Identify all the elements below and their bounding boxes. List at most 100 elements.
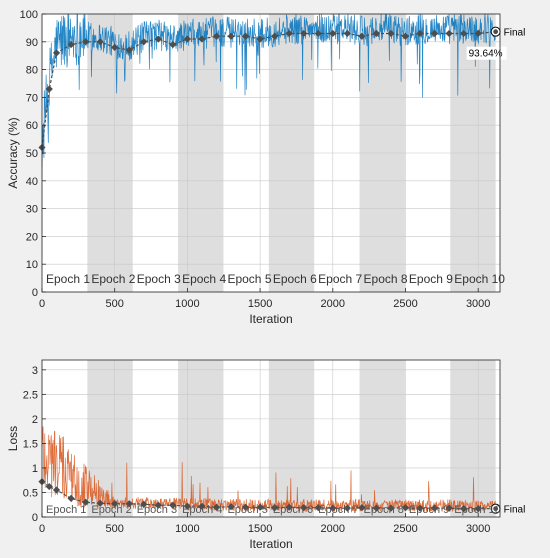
data-point xyxy=(45,482,53,491)
epoch-label: Epoch 9 xyxy=(409,272,453,286)
data-point xyxy=(343,504,351,512)
epoch-label: Epoch 4 xyxy=(182,504,222,516)
data-point xyxy=(241,503,250,511)
data-point xyxy=(227,32,235,40)
data-point xyxy=(329,504,337,512)
epoch-shade xyxy=(178,360,224,517)
x-tick-label: 1500 xyxy=(248,523,272,535)
data-point xyxy=(387,29,395,38)
epoch-shade xyxy=(87,360,133,517)
data-point xyxy=(271,504,279,512)
data-point xyxy=(183,35,191,43)
data-point xyxy=(387,504,395,512)
data-point xyxy=(300,504,308,512)
data-point xyxy=(212,32,221,40)
loss-panel: Final Epoch 1 Epoch 2 Epoch 3 Epoch 4 Epoch 5… xyxy=(6,359,526,551)
x-tick-label: 1500 xyxy=(248,298,272,310)
data-point xyxy=(125,500,133,508)
epoch-label: Epoch 6 xyxy=(273,272,317,286)
data-point xyxy=(67,494,75,502)
data-point xyxy=(52,49,61,57)
data-point xyxy=(96,38,104,46)
y-tick-label: 50 xyxy=(26,148,38,160)
data-point xyxy=(241,32,250,40)
data-point xyxy=(285,503,293,511)
data-point xyxy=(256,503,264,511)
data-point xyxy=(358,504,366,512)
data-point xyxy=(227,503,235,511)
epoch-label: Epoch 10 xyxy=(454,272,505,286)
data-point xyxy=(314,504,322,512)
x-axis-label: Iteration xyxy=(249,537,292,551)
data-point xyxy=(111,500,119,508)
epoch-shade xyxy=(359,360,405,517)
epoch-label: Epoch 9 xyxy=(409,504,449,516)
epoch-label: Epoch 10 xyxy=(454,504,500,516)
final-label: Final xyxy=(504,28,526,39)
y-tick-label: 70 xyxy=(26,92,38,104)
x-tick-label: 2000 xyxy=(321,298,345,310)
data-point xyxy=(300,29,308,38)
final-label: Final xyxy=(504,505,526,516)
data-point xyxy=(285,29,293,38)
final-point-dot xyxy=(493,506,499,512)
data-point xyxy=(82,498,90,506)
y-tick-label: 1 xyxy=(32,463,38,475)
data-point xyxy=(183,502,191,510)
data-point xyxy=(329,29,337,38)
data-point xyxy=(45,85,53,93)
y-tick-label: 90 xyxy=(26,37,38,49)
epoch-label: Epoch 8 xyxy=(364,272,408,286)
smoothed-series-line xyxy=(41,31,496,148)
data-point xyxy=(140,500,148,508)
x-tick-label: 2500 xyxy=(393,523,417,535)
x-tick-label: 2500 xyxy=(393,298,417,310)
data-point xyxy=(401,32,410,40)
data-point xyxy=(460,29,468,38)
data-point xyxy=(372,504,381,512)
x-tick-label: 2000 xyxy=(321,523,345,535)
data-point xyxy=(314,29,322,38)
final-point-dot xyxy=(493,29,499,35)
y-tick-label: 100 xyxy=(20,9,38,21)
epoch-label: Epoch 7 xyxy=(318,504,358,516)
y-tick-label: 1.5 xyxy=(23,438,38,450)
x-tick-label: 3000 xyxy=(466,523,490,535)
x-tick-label: 3000 xyxy=(466,298,490,310)
x-tick-label: 0 xyxy=(39,298,45,310)
epoch-label: Epoch 7 xyxy=(318,272,362,286)
x-tick-label: 0 xyxy=(39,523,45,535)
epoch-label: Epoch 8 xyxy=(364,504,404,516)
epoch-label: Epoch 3 xyxy=(137,504,177,516)
x-tick-label: 1000 xyxy=(175,523,199,535)
y-tick-label: 0 xyxy=(32,287,38,299)
final-value-label: 93.64% xyxy=(469,49,503,60)
data-point xyxy=(52,486,61,494)
data-point xyxy=(198,35,206,43)
y-tick-label: 60 xyxy=(26,120,38,132)
data-point xyxy=(430,504,439,512)
data-point xyxy=(140,38,148,46)
y-tick-label: 0.5 xyxy=(23,487,38,499)
data-point xyxy=(212,503,221,511)
data-point xyxy=(154,35,162,43)
epoch-label: Epoch 3 xyxy=(137,272,181,286)
x-tick-label: 1000 xyxy=(175,298,199,310)
y-tick-label: 2.5 xyxy=(23,389,38,401)
data-point xyxy=(343,29,351,38)
x-tick-label: 500 xyxy=(106,298,124,310)
data-point xyxy=(401,504,410,512)
data-point xyxy=(445,29,453,38)
y-axis-label: Accuracy (%) xyxy=(6,117,20,188)
data-point xyxy=(67,40,75,49)
data-point xyxy=(169,501,177,509)
data-point xyxy=(358,32,366,40)
data-point xyxy=(111,43,119,51)
data-point xyxy=(198,502,206,510)
data-point xyxy=(474,505,482,513)
x-tick-label: 500 xyxy=(106,523,124,535)
epoch-label: Epoch 4 xyxy=(182,272,226,286)
epoch-label: Epoch 5 xyxy=(227,272,271,286)
